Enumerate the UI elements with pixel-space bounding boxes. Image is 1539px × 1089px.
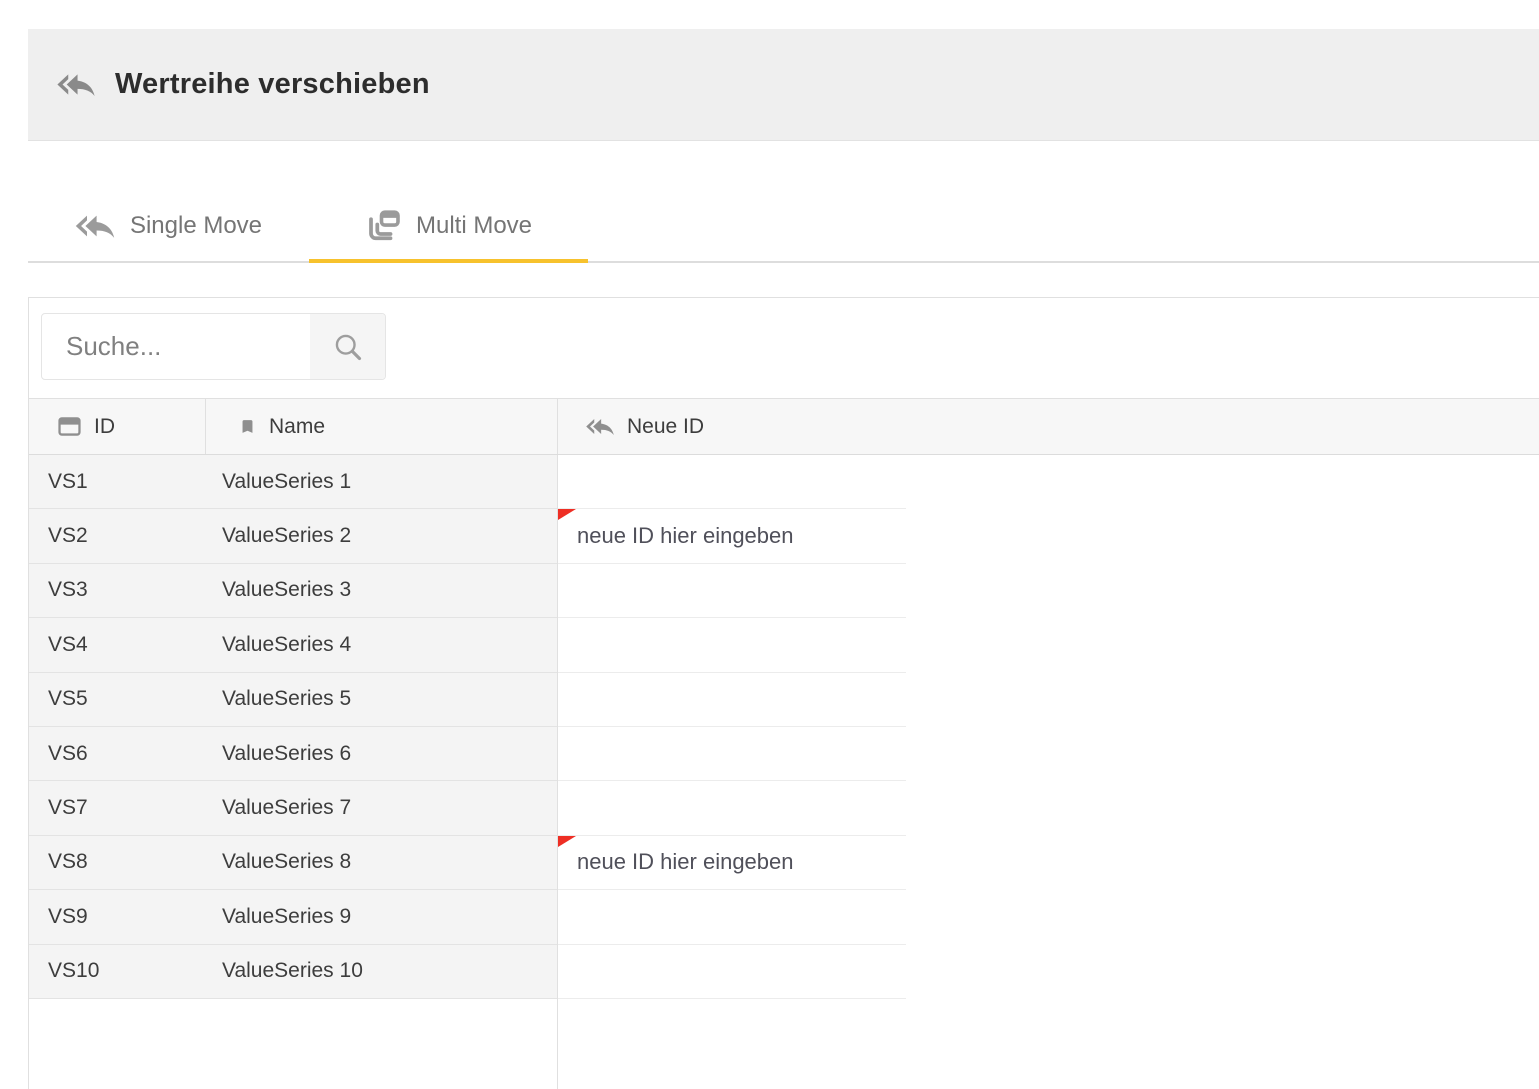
row-name-cell: ValueSeries 7 xyxy=(222,796,352,820)
back-icon[interactable] xyxy=(57,69,95,100)
tab-single-move[interactable]: Single Move xyxy=(28,190,309,261)
row-name-cell: ValueSeries 2 xyxy=(222,524,352,548)
row-id-cell: VS7 xyxy=(48,796,88,820)
column-label: ID xyxy=(94,414,115,438)
row-name-cell: ValueSeries 5 xyxy=(222,687,352,711)
row-left: VS10 ValueSeries 10 xyxy=(29,944,557,999)
table-row: VS10 ValueSeries 10 xyxy=(29,944,1539,999)
card-icon xyxy=(58,417,81,436)
table-header: ID Name Neue ID xyxy=(29,398,1539,455)
table-row: VS9 ValueSeries 9 xyxy=(29,890,1539,945)
neue-id-cell[interactable]: neue ID hier eingeben xyxy=(558,835,906,891)
row-id-cell: VS3 xyxy=(48,578,88,602)
row-name-cell: ValueSeries 4 xyxy=(222,632,352,656)
row-left: VS2 ValueSeries 2 xyxy=(29,509,557,564)
row-left: VS6 ValueSeries 6 xyxy=(29,726,557,782)
active-tab-underline xyxy=(309,259,588,263)
table-row: VS8 ValueSeries 8 neue ID hier eingeben xyxy=(29,835,1539,891)
tab-bar: Single Move Multi Move xyxy=(28,190,1539,263)
table-row: VS2 ValueSeries 2 neue ID hier eingeben xyxy=(29,509,1539,564)
row-name-cell: ValueSeries 1 xyxy=(222,469,352,493)
column-label: Neue ID xyxy=(627,414,705,438)
row-id-cell: VS9 xyxy=(48,904,88,928)
column-label: Name xyxy=(269,414,326,438)
table-body: VS1 ValueSeries 1 VS2 ValueSeries 2 neue… xyxy=(29,455,1539,999)
reply-all-icon xyxy=(75,210,115,242)
flag-triangle xyxy=(558,509,576,521)
neue-id-cell[interactable] xyxy=(558,618,906,673)
row-left: VS4 ValueSeries 4 xyxy=(29,618,557,673)
table-row: VS3 ValueSeries 3 xyxy=(29,563,1539,619)
row-id-cell: VS1 xyxy=(48,469,88,493)
table-row: VS1 ValueSeries 1 xyxy=(29,455,1539,510)
page-title: Wertreihe verschieben xyxy=(115,68,430,100)
neue-id-cell[interactable] xyxy=(558,944,906,999)
neue-id-cell[interactable] xyxy=(558,455,906,510)
search-box xyxy=(41,313,386,380)
row-name-cell: ValueSeries 6 xyxy=(222,741,352,765)
row-left: VS3 ValueSeries 3 xyxy=(29,563,557,619)
bookmark-icon xyxy=(239,416,256,437)
column-header-neue-id: Neue ID xyxy=(558,399,1539,454)
column-header-name: Name xyxy=(206,399,558,454)
reply-all-icon xyxy=(586,415,614,438)
row-name-cell: ValueSeries 9 xyxy=(222,904,352,928)
neue-id-cell[interactable]: neue ID hier eingeben xyxy=(558,509,906,564)
row-name-cell: ValueSeries 3 xyxy=(222,578,352,602)
table-row: VS6 ValueSeries 6 xyxy=(29,726,1539,782)
neue-id-placeholder: neue ID hier eingeben xyxy=(577,523,794,549)
flag-triangle xyxy=(558,835,576,847)
neue-id-cell[interactable] xyxy=(558,563,906,619)
row-id-cell: VS8 xyxy=(48,850,88,874)
row-left: VS9 ValueSeries 9 xyxy=(29,890,557,945)
search-input[interactable] xyxy=(42,314,310,379)
tab-multi-move[interactable]: Multi Move xyxy=(309,190,588,263)
row-name-cell: ValueSeries 8 xyxy=(222,850,352,874)
row-id-cell: VS10 xyxy=(48,959,100,983)
neue-id-cell[interactable] xyxy=(558,890,906,945)
neue-id-placeholder: neue ID hier eingeben xyxy=(577,849,794,875)
row-left: VS8 ValueSeries 8 xyxy=(29,835,557,891)
row-name-cell: ValueSeries 10 xyxy=(222,959,363,983)
row-id-cell: VS2 xyxy=(48,524,88,548)
row-id-cell: VS5 xyxy=(48,687,88,711)
content-panel: ID Name Neue ID VS1 ValueSeries 1 xyxy=(28,297,1539,1089)
row-id-cell: VS4 xyxy=(48,632,88,656)
row-left: VS7 ValueSeries 7 xyxy=(29,781,557,836)
search-button[interactable] xyxy=(310,314,385,379)
table-row: VS7 ValueSeries 7 xyxy=(29,781,1539,836)
row-id-cell: VS6 xyxy=(48,741,88,765)
neue-id-cell[interactable] xyxy=(558,672,906,727)
table-row: VS4 ValueSeries 4 xyxy=(29,618,1539,673)
tab-label: Single Move xyxy=(129,211,263,239)
column-divider xyxy=(557,455,558,1089)
row-left: VS5 ValueSeries 5 xyxy=(29,672,557,727)
app-header: Wertreihe verschieben xyxy=(28,29,1539,141)
multi-move-icon xyxy=(365,208,401,244)
row-left: VS1 ValueSeries 1 xyxy=(29,455,557,510)
table-row: VS5 ValueSeries 5 xyxy=(29,672,1539,727)
column-header-id: ID xyxy=(29,399,206,454)
search-icon xyxy=(332,331,364,363)
tab-label: Multi Move xyxy=(415,211,533,239)
neue-id-cell[interactable] xyxy=(558,726,906,782)
neue-id-cell[interactable] xyxy=(558,781,906,836)
